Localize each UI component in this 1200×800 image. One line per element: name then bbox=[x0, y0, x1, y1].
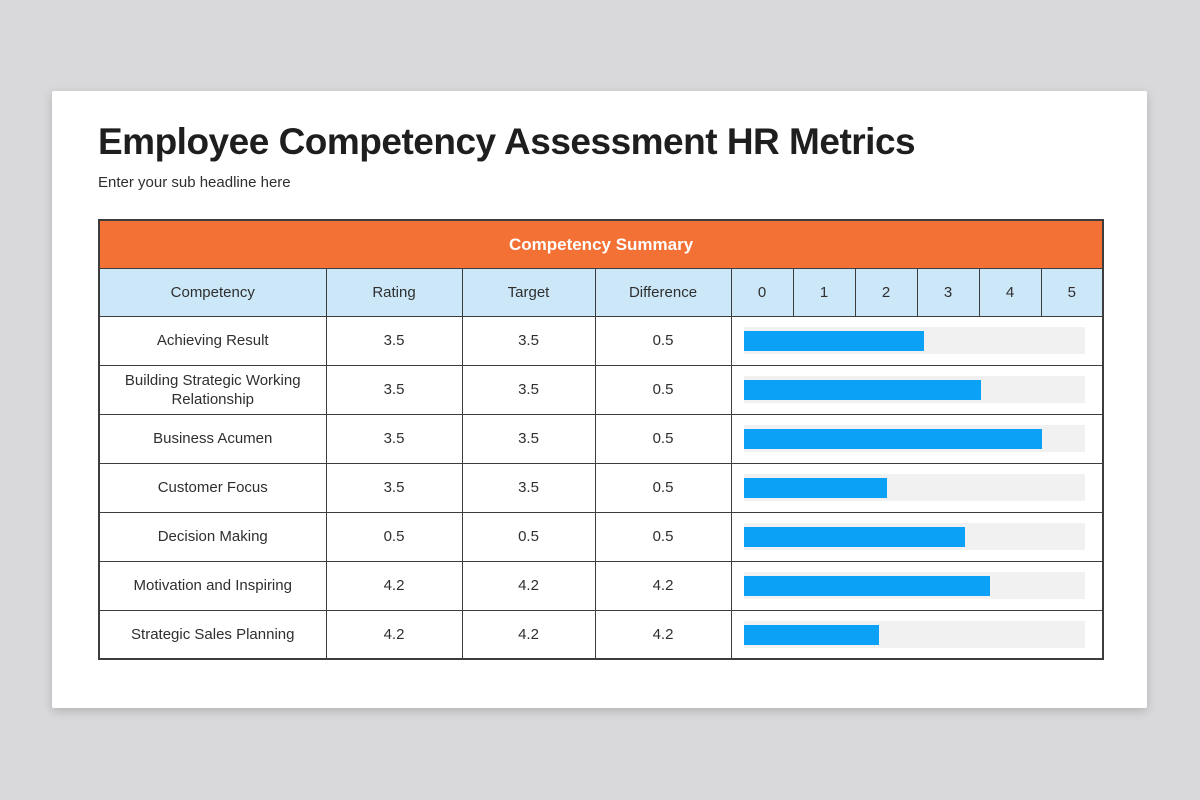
bar-track bbox=[743, 425, 1086, 453]
rating-cell: 3.5 bbox=[325, 462, 463, 513]
bar-cell bbox=[730, 609, 1104, 660]
bar-cell bbox=[730, 462, 1104, 513]
rating-cell: 4.2 bbox=[325, 560, 463, 611]
table-row: Decision Making 0.5 0.5 0.5 bbox=[98, 511, 1104, 562]
bar-cell bbox=[730, 315, 1104, 366]
target-cell: 4.2 bbox=[461, 609, 596, 660]
difference-cell: 0.5 bbox=[594, 315, 732, 366]
target-cell: 3.5 bbox=[461, 462, 596, 513]
page-subtitle: Enter your sub headline here bbox=[98, 174, 291, 192]
target-cell: 3.5 bbox=[461, 364, 596, 415]
column-header-competency: Competency bbox=[98, 267, 327, 317]
difference-cell: 4.2 bbox=[594, 560, 732, 611]
bar-cell bbox=[730, 413, 1104, 464]
table-row: Motivation and Inspiring 4.2 4.2 4.2 bbox=[98, 560, 1104, 611]
scale-header-0: 0 bbox=[730, 267, 794, 317]
bar-fill bbox=[743, 477, 887, 498]
page-title: Employee Competency Assessment HR Metric… bbox=[98, 121, 916, 162]
competency-cell: Decision Making bbox=[98, 511, 327, 562]
table-title: Competency Summary bbox=[98, 219, 1104, 269]
rating-cell: 3.5 bbox=[325, 364, 463, 415]
bar-cell bbox=[730, 511, 1104, 562]
bar-track bbox=[743, 572, 1086, 600]
difference-cell: 0.5 bbox=[594, 413, 732, 464]
table-row: Customer Focus 3.5 3.5 0.5 bbox=[98, 462, 1104, 513]
bar-track bbox=[743, 376, 1086, 404]
bar-fill bbox=[743, 575, 991, 596]
column-header-target: Target bbox=[461, 267, 596, 317]
rating-cell: 0.5 bbox=[325, 511, 463, 562]
bar-cell bbox=[730, 560, 1104, 611]
slide-card: Employee Competency Assessment HR Metric… bbox=[52, 91, 1147, 708]
bar-track bbox=[743, 474, 1086, 502]
difference-cell: 0.5 bbox=[594, 511, 732, 562]
slide-content: Employee Competency Assessment HR Metric… bbox=[52, 91, 1147, 661]
column-header-difference: Difference bbox=[594, 267, 732, 317]
competency-cell: Customer Focus bbox=[98, 462, 327, 513]
bar-fill bbox=[743, 379, 981, 400]
scale-header-1: 1 bbox=[792, 267, 856, 317]
bar-fill bbox=[743, 526, 965, 547]
target-cell: 3.5 bbox=[461, 315, 596, 366]
bar-fill bbox=[743, 330, 924, 351]
target-cell: 3.5 bbox=[461, 413, 596, 464]
table-header-row: Competency Rating Target Difference 0 1 … bbox=[98, 267, 1104, 317]
scale-header-2: 2 bbox=[854, 267, 918, 317]
scale-header-3: 3 bbox=[916, 267, 980, 317]
target-cell: 4.2 bbox=[461, 560, 596, 611]
bar-fill bbox=[743, 428, 1043, 449]
rating-cell: 3.5 bbox=[325, 315, 463, 366]
table-row: Strategic Sales Planning 4.2 4.2 4.2 bbox=[98, 609, 1104, 660]
difference-cell: 0.5 bbox=[594, 462, 732, 513]
rating-cell: 3.5 bbox=[325, 413, 463, 464]
table-row: Achieving Result 3.5 3.5 0.5 bbox=[98, 315, 1104, 366]
competency-table: Competency Summary Competency Rating Tar… bbox=[98, 219, 1105, 661]
column-header-rating: Rating bbox=[325, 267, 463, 317]
competency-cell: Business Acumen bbox=[98, 413, 327, 464]
bar-fill bbox=[743, 624, 879, 645]
scale-header-4: 4 bbox=[978, 267, 1042, 317]
competency-cell: Building Strategic Working Relationship bbox=[98, 364, 327, 415]
difference-cell: 4.2 bbox=[594, 609, 732, 660]
competency-cell: Strategic Sales Planning bbox=[98, 609, 327, 660]
bar-cell bbox=[730, 364, 1104, 415]
difference-cell: 0.5 bbox=[594, 364, 732, 415]
table-row: Business Acumen 3.5 3.5 0.5 bbox=[98, 413, 1104, 464]
competency-cell: Motivation and Inspiring bbox=[98, 560, 327, 611]
bar-track bbox=[743, 327, 1086, 355]
competency-cell: Achieving Result bbox=[98, 315, 327, 366]
scale-header-5: 5 bbox=[1040, 267, 1104, 317]
table-title-bar: Competency Summary bbox=[98, 219, 1104, 269]
table-row: Building Strategic Working Relationship … bbox=[98, 364, 1104, 415]
bar-track bbox=[743, 621, 1086, 648]
target-cell: 0.5 bbox=[461, 511, 596, 562]
bar-track bbox=[743, 523, 1086, 551]
rating-cell: 4.2 bbox=[325, 609, 463, 660]
